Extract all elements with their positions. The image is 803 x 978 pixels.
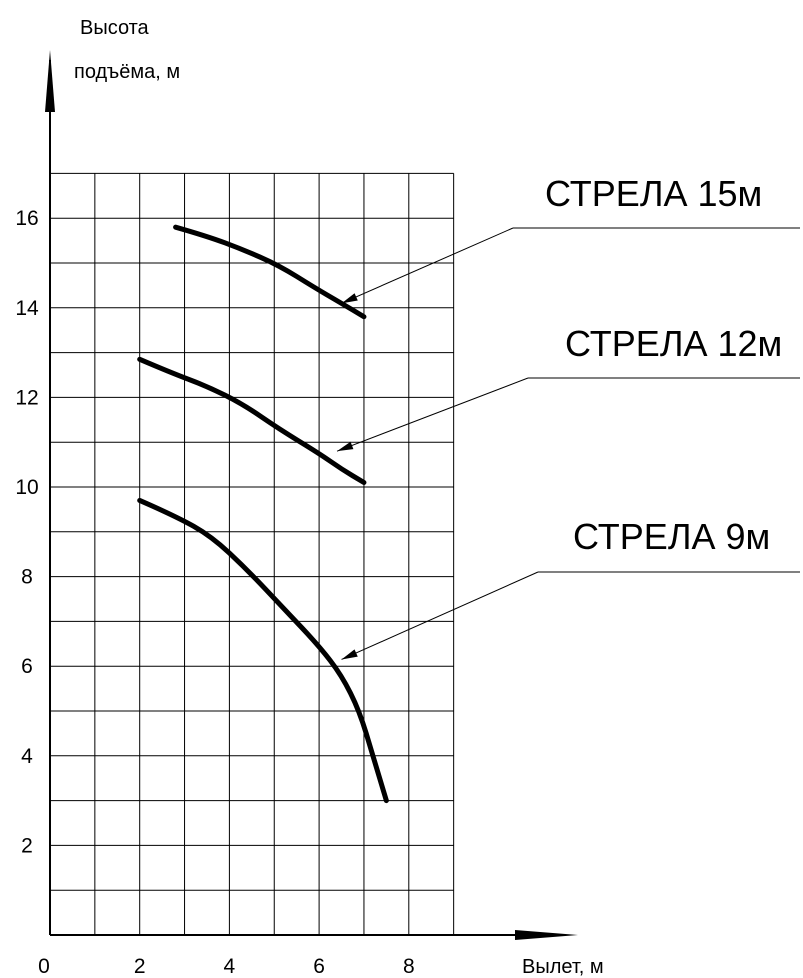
x-tick-label: 6 — [313, 955, 325, 978]
y-tick-label: 4 — [21, 745, 33, 768]
x-axis-arrow — [515, 930, 578, 940]
series-label-arrow — [341, 649, 358, 660]
series-line — [173, 224, 367, 320]
series-label: СТРЕЛА 12м — [565, 323, 782, 364]
chart-axes — [45, 50, 578, 940]
series-group — [137, 224, 389, 804]
series-label: СТРЕЛА 9м — [573, 516, 770, 557]
series-label-leader — [341, 571, 539, 660]
y-tick-label: 2 — [21, 834, 33, 857]
series-label: СТРЕЛА 15м — [545, 173, 762, 214]
y-tick-label: 6 — [21, 655, 33, 678]
series-labels: СТРЕЛА 15м СТРЕЛА 12м СТРЕЛА 9м — [336, 173, 800, 660]
series-line — [137, 356, 367, 486]
series-line — [137, 497, 389, 804]
x-tick-label: 4 — [224, 955, 236, 978]
x-tick-label: 8 — [403, 955, 415, 978]
y-axis-arrow — [45, 50, 55, 112]
x-tick-label: 2 — [134, 955, 146, 978]
series-label-arrow — [341, 293, 358, 304]
chart-grid — [50, 172, 455, 935]
y-axis-title-line1: Высота — [80, 17, 150, 39]
y-tick-label: 10 — [15, 476, 38, 499]
y-tick-labels: 2 4 6 8 10 12 14 16 — [15, 207, 39, 857]
series-label-leader — [336, 377, 529, 452]
y-tick-label: 14 — [15, 297, 39, 320]
series-label-leader — [341, 227, 514, 304]
series-label-arrow — [337, 441, 354, 452]
y-axis-title-line2: подъёма, м — [74, 61, 180, 83]
x-tick-labels: 2 4 6 8 — [134, 955, 415, 978]
y-tick-label: 12 — [15, 386, 38, 409]
y-tick-label: 16 — [15, 207, 38, 230]
x-axis-title: Вылет, м — [522, 956, 604, 978]
y-tick-label: 8 — [21, 566, 33, 589]
x-origin-label: 0 — [38, 955, 50, 978]
